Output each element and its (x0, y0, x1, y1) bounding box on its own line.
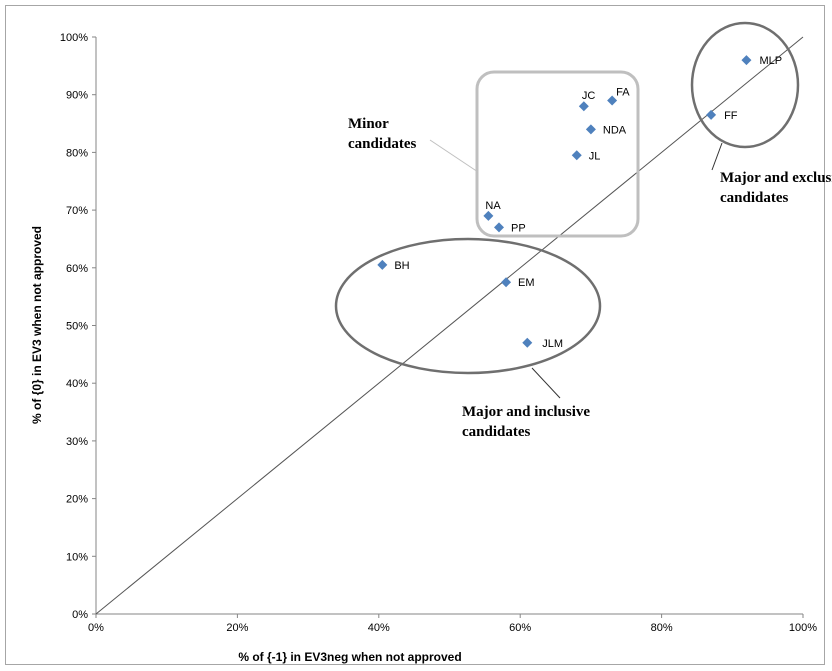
data-points: MLP FF FA JC NDA JL NA PP BH EM JLM (377, 55, 782, 350)
data-point-label: FA (616, 86, 630, 98)
data-point-marker (501, 277, 512, 288)
y-tick-label: 10% (66, 551, 88, 563)
data-point-label: JLM (542, 338, 563, 350)
data-point-marker (493, 222, 504, 233)
data-point-label: MLP (759, 55, 782, 67)
data-point-label: JL (589, 150, 601, 162)
reference-line-group (95, 36, 804, 615)
data-point-marker (578, 101, 589, 112)
y-axis-label: % of {0} in EV3 when not approved (30, 226, 44, 424)
minor-candidates-box (475, 70, 640, 238)
data-point-marker (571, 150, 582, 161)
minor-callout-line (429, 139, 479, 173)
annotation-text-inclusive: Major and inclusive (462, 404, 590, 420)
data-point-label: NDA (603, 124, 627, 136)
x-tick-label: 40% (368, 622, 390, 634)
data-point-marker (706, 109, 717, 120)
axes: 0% 10% 20% 30% 40% 50% 60% 70% 80% 90% 100% 0% 20% 40… (60, 32, 817, 634)
annotation-shapes (334, 21, 800, 399)
y-tick-label: 0% (72, 609, 88, 621)
y-tick-label: 100% (60, 32, 88, 44)
data-point-marker (741, 55, 752, 66)
data-point-label: JC (582, 90, 596, 102)
data-point-marker (377, 259, 388, 270)
y-tick-label: 80% (66, 147, 88, 159)
exclusive-callout-line (711, 142, 723, 171)
reference-line (95, 36, 804, 615)
y-tick-label: 90% (66, 90, 88, 102)
data-point-label: BH (394, 260, 409, 272)
data-point-label: PP (511, 222, 526, 234)
inclusive-callout-line (531, 367, 561, 399)
data-point-marker (483, 210, 494, 221)
annotation-text-exclusive: Major and exclusive (720, 170, 832, 186)
data-point-marker (607, 95, 618, 106)
x-tick-label: 0% (88, 622, 104, 634)
data-point-label: EM (518, 277, 535, 289)
x-tick-label: 60% (509, 622, 531, 634)
data-point-label: FF (724, 110, 738, 122)
y-tick-label: 30% (66, 436, 88, 448)
data-point-marker (522, 337, 533, 348)
exclusive-candidates-ellipse (690, 21, 800, 149)
data-point-label: NA (485, 200, 501, 212)
x-tick-label: 80% (651, 622, 673, 634)
y-tick-label: 40% (66, 378, 88, 390)
chart-frame (5, 5, 825, 665)
x-axis-label: % of {-1} in EV3neg when not approved (238, 650, 461, 664)
y-tick-label: 70% (66, 205, 88, 217)
x-tick-label: 20% (226, 622, 248, 634)
annotation-text-minor: Minor (348, 116, 389, 132)
inclusive-candidates-ellipse (334, 237, 602, 375)
x-tick-label: 100% (789, 622, 817, 634)
annotation-text-inclusive: candidates (462, 424, 531, 440)
annotation-text-minor: candidates (348, 136, 417, 152)
y-tick-label: 60% (66, 263, 88, 275)
y-tick-label: 50% (66, 321, 88, 333)
annotation-text-exclusive: candidates (720, 190, 789, 206)
y-tick-label: 20% (66, 494, 88, 506)
data-point-marker (585, 124, 596, 135)
annotation-labels: Minor candidates Major and exclusive candid… (348, 116, 832, 440)
